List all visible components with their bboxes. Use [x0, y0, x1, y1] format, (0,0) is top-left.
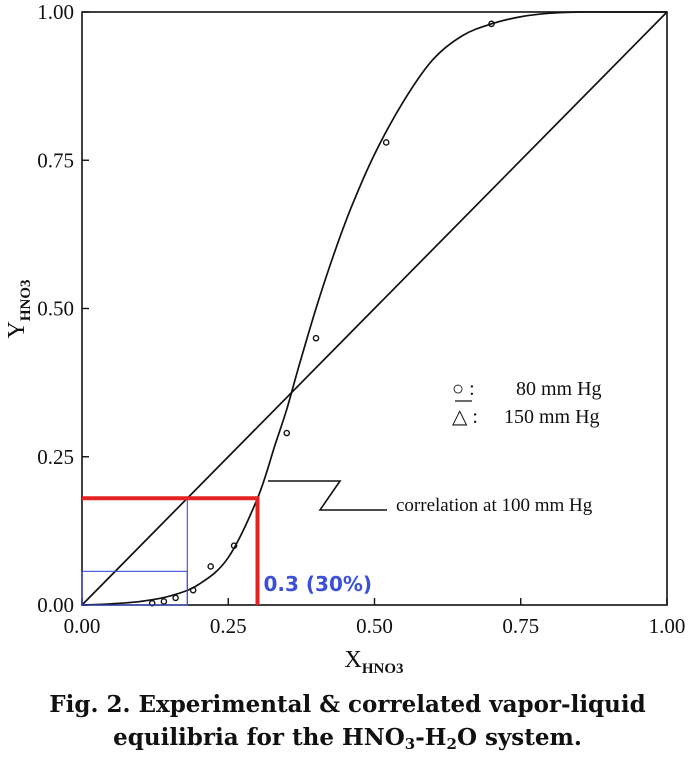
vle-chart: 0.00 0.25 0.50 0.75 1.00 0.00 0.25 0.50 0.75 1.00… — [4, 0, 685, 677]
data-point — [488, 20, 495, 28]
data-point — [189, 586, 197, 594]
y-tick-label: 1.00 — [37, 0, 74, 24]
caption-line-2: equilibria for the HNO3-H2O system. — [0, 721, 695, 754]
legend-marker: △ : — [452, 406, 478, 428]
x-tick-label: 0.00 — [64, 614, 101, 638]
legend-label: 150 mm Hg — [504, 406, 600, 428]
caption-line-2-mid: -H — [415, 724, 447, 751]
data-point — [312, 334, 320, 342]
data-point — [283, 429, 291, 437]
annotations: ○ : 80 mm Hg △ : 150 mm Hg correlation at 10… — [81, 378, 602, 606]
caption-line-2-suffix: O system. — [456, 724, 582, 751]
y-tick-label: 0.75 — [37, 148, 74, 172]
x-tick-label: 0.25 — [210, 614, 247, 638]
axis-ticks: 0.00 0.25 0.50 0.75 1.00 0.00 0.25 0.50 0.75 1.00… — [4, 0, 685, 677]
highlight-line — [82, 496, 260, 605]
y-tick-label: 0.50 — [37, 297, 74, 321]
diagonal-line — [81, 11, 668, 606]
step-box — [81, 570, 188, 606]
x-axis-label-sub: HNO3 — [362, 661, 404, 677]
y-tick-label: 0.00 — [37, 593, 74, 617]
data-point — [207, 563, 214, 570]
caption-line-1: Fig. 2. Experimental & correlated vapor-… — [49, 691, 646, 718]
correlation-curve — [81, 11, 667, 606]
data-point — [148, 599, 156, 607]
x-axis-label: XHNO3 — [345, 647, 404, 677]
data-point — [172, 594, 179, 602]
x-tick-label: 0.50 — [356, 614, 393, 638]
x-tick-label: 1.00 — [649, 614, 686, 638]
data-point — [230, 542, 238, 550]
y-axis-label-sub: HNO3 — [18, 279, 34, 321]
legend-label: 80 mm Hg — [516, 378, 602, 400]
caption-line-2-prefix: equilibria for the HNO — [113, 724, 405, 751]
y-axis-label-group: YHNO3 — [4, 279, 34, 338]
caption-sub-2: 2 — [446, 735, 457, 753]
data-points — [148, 20, 495, 607]
data-point — [382, 139, 390, 146]
correlation-leader — [268, 480, 387, 511]
y-tick-label: 0.25 — [37, 445, 74, 469]
highlight-label: 0.3 (30%) — [264, 572, 373, 596]
figure-caption: Fig. 2. Experimental & correlated vapor-… — [0, 688, 695, 754]
correlation-label: correlation at 100 mm Hg — [396, 495, 593, 516]
legend-marker: ○ : — [452, 378, 475, 400]
caption-sub-3: 3 — [404, 735, 416, 753]
data-point — [160, 598, 168, 605]
y-axis-label: YHNO3 — [4, 279, 34, 338]
x-tick-label: 0.75 — [502, 614, 539, 638]
series-layer — [81, 11, 668, 606]
